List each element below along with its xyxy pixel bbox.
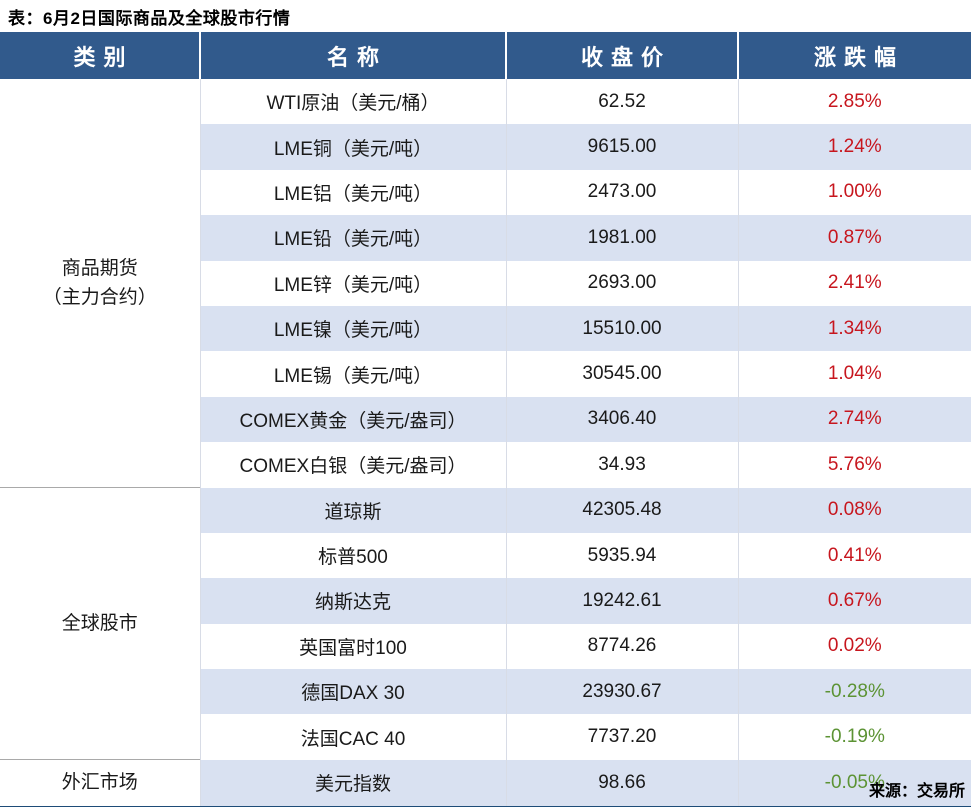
table-row: 德国DAX 30 23930.67 -0.28%: [0, 669, 971, 715]
close-price: 30545.00: [505, 351, 738, 397]
instrument-name: 纳斯达克: [199, 578, 506, 624]
close-price: 2473.00: [505, 169, 738, 216]
table-row: 英国富时100 8774.26 0.02%: [0, 623, 971, 670]
instrument-name: COMEX白银（美元/盎司）: [199, 442, 506, 488]
table-row: LME铝（美元/吨） 2473.00 1.00%: [0, 169, 971, 216]
category-label: （主力合约）: [42, 287, 157, 308]
instrument-name: 道琼斯: [199, 487, 506, 533]
instrument-name: LME铅（美元/吨）: [199, 215, 506, 261]
instrument-name: 英国富时100: [199, 623, 506, 670]
change-percent: 2.41%: [737, 260, 971, 306]
change-percent: 2.85%: [737, 79, 971, 125]
close-price: 1981.00: [505, 215, 738, 261]
instrument-name: COMEX黄金（美元/盎司）: [199, 396, 506, 443]
instrument-name: WTI原油（美元/桶）: [199, 79, 506, 125]
change-percent: 2.74%: [737, 396, 971, 443]
close-price: 9615.00: [505, 124, 738, 170]
table-row: LME铅（美元/吨） 1981.00 0.87%: [0, 215, 971, 261]
category-label: 商品期货: [61, 257, 138, 279]
table-row: LME锌（美元/吨） 2693.00 2.41%: [0, 260, 971, 306]
table-row: 全球股市 道琼斯 42305.48 0.08%: [0, 487, 971, 760]
close-price: 19242.61: [505, 578, 738, 624]
change-percent: 0.67%: [737, 578, 971, 624]
instrument-name: 标普500: [199, 532, 506, 579]
market-table: 类别 名称 收盘价 涨跌幅 商品期货 （主力合约） WTI原油（美元/桶） 62.52…: [0, 32, 971, 807]
table-row: 标普500 5935.94 0.41%: [0, 532, 971, 579]
change-percent: 5.76%: [737, 442, 971, 488]
table-row: COMEX黄金（美元/盎司） 3406.40 2.74%: [0, 396, 971, 443]
change-percent: 0.08%: [737, 487, 971, 533]
table-row: 纳斯达克 19242.61 0.67%: [0, 578, 971, 624]
close-price: 42305.48: [505, 487, 738, 533]
column-header-close: 收盘价: [505, 32, 738, 79]
close-price: 8774.26: [505, 623, 738, 670]
table-row: 外汇市场 美元指数 98.66 -0.05%: [0, 759, 971, 807]
instrument-name: LME铝（美元/吨）: [199, 169, 506, 216]
table-row: LME锡（美元/吨） 30545.00 1.04%: [0, 351, 971, 397]
close-price: 5935.94: [505, 532, 738, 579]
close-price: 2693.00: [505, 260, 738, 306]
change-percent: -0.19%: [737, 714, 971, 760]
change-percent: 0.41%: [737, 532, 971, 579]
column-header-name: 名称: [199, 32, 506, 79]
change-percent: 1.04%: [737, 351, 971, 397]
table-row: COMEX白银（美元/盎司） 34.93 5.76%: [0, 442, 971, 488]
close-price: 98.66: [505, 759, 738, 807]
change-percent: 1.34%: [737, 305, 971, 352]
table-row: 法国CAC 40 7737.20 -0.19%: [0, 714, 971, 760]
change-percent: 0.02%: [737, 623, 971, 670]
page-title: 表：6月2日国际商品及全球股市行情: [8, 9, 291, 28]
close-price: 3406.40: [505, 396, 738, 443]
source-note: 来源：交易所: [868, 783, 965, 800]
table-body: 商品期货 （主力合约） WTI原油（美元/桶） 62.52 2.85% LME铜（美元/吨…: [0, 79, 971, 807]
instrument-name: LME铜（美元/吨）: [199, 124, 506, 170]
close-price: 62.52: [505, 79, 738, 125]
change-percent: 1.24%: [737, 124, 971, 170]
close-price: 23930.67: [505, 669, 738, 715]
change-percent: -0.28%: [737, 669, 971, 715]
category-label: 外汇市场: [61, 772, 138, 794]
category-cell: 外汇市场: [0, 759, 200, 807]
table-header: 类别 名称 收盘价 涨跌幅: [0, 32, 971, 79]
change-percent: 0.87%: [737, 215, 971, 261]
instrument-name: 法国CAC 40: [199, 714, 506, 760]
close-price: 15510.00: [505, 305, 738, 352]
instrument-name: 美元指数: [199, 759, 506, 807]
change-percent: 1.00%: [737, 169, 971, 216]
category-cell: 商品期货 （主力合约）: [0, 79, 200, 488]
column-header-category: 类别: [0, 32, 200, 79]
category-cell: 全球股市: [0, 487, 200, 760]
instrument-name: 德国DAX 30: [199, 669, 506, 715]
close-price: 34.93: [505, 442, 738, 488]
instrument-name: LME锡（美元/吨）: [199, 351, 506, 397]
table-row: 商品期货 （主力合约） WTI原油（美元/桶） 62.52 2.85%: [0, 79, 971, 488]
table-row: LME镍（美元/吨） 15510.00 1.34%: [0, 305, 971, 352]
category-label: 全球股市: [61, 612, 138, 634]
close-price: 7737.20: [505, 714, 738, 760]
column-header-change: 涨跌幅: [737, 32, 971, 79]
instrument-name: LME镍（美元/吨）: [199, 305, 506, 352]
table-row: LME铜（美元/吨） 9615.00 1.24%: [0, 124, 971, 170]
instrument-name: LME锌（美元/吨）: [199, 260, 506, 306]
change-percent: -0.05%: [737, 759, 971, 807]
